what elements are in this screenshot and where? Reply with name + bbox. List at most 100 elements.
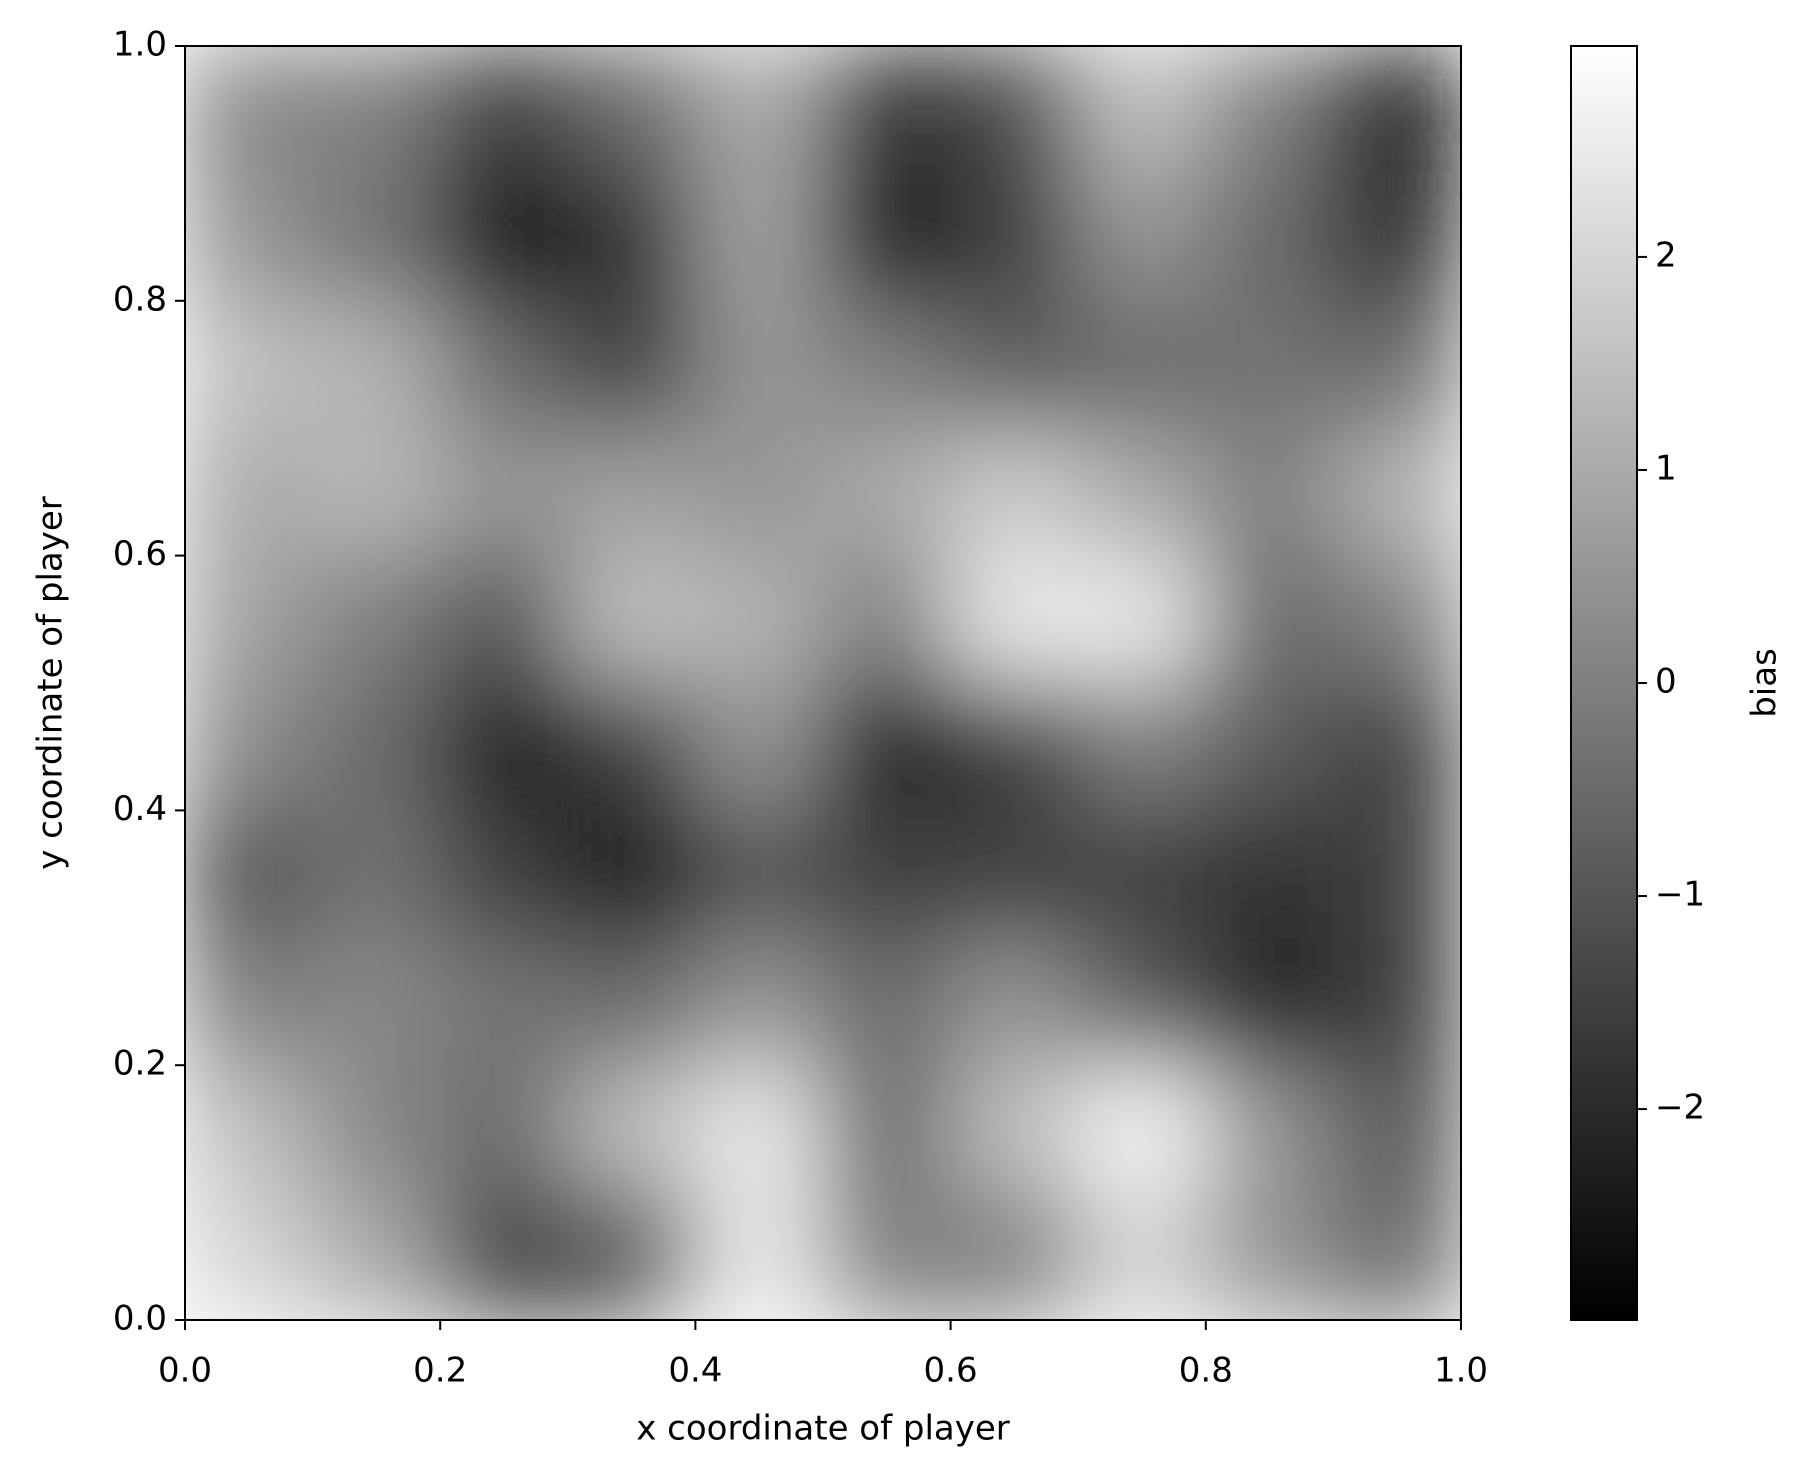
heatmap-cell — [1332, 555, 1461, 684]
heatmap-cell — [312, 1192, 441, 1320]
heatmap-cell — [1077, 427, 1207, 557]
heatmap-cell — [185, 1064, 314, 1194]
heatmap-cell — [567, 172, 696, 302]
heatmap-cell — [185, 937, 314, 1066]
y-tick-label: 0.4 — [113, 789, 167, 829]
heatmap-cell — [567, 300, 696, 429]
heatmap-cell — [822, 555, 952, 684]
heatmap-cell — [567, 682, 696, 811]
heatmap-cell — [185, 46, 314, 174]
heatmap-cell — [312, 427, 441, 557]
heatmap-cell — [950, 172, 1079, 302]
x-tick-label: 0.0 — [158, 1351, 212, 1391]
heatmap — [185, 46, 1461, 1320]
heatmap-cell — [694, 172, 824, 302]
x-tick-label: 0.6 — [924, 1351, 978, 1391]
heatmap-cell — [822, 937, 952, 1066]
heatmap-cell — [312, 682, 441, 811]
heatmap-cell — [950, 1192, 1079, 1320]
colorbar-label: bias — [1745, 648, 1785, 718]
heatmap-cell — [439, 300, 569, 429]
heatmap-cell — [1205, 300, 1334, 429]
heatmap-cell — [822, 427, 952, 557]
x-tick-label: 1.0 — [1434, 1351, 1488, 1391]
heatmap-cell — [1077, 937, 1207, 1066]
colorbar-tick-label: 1 — [1655, 448, 1677, 488]
heatmap-cell — [1332, 809, 1461, 939]
heatmap-cell — [950, 809, 1079, 939]
heatmap-cell — [1205, 1064, 1334, 1194]
heatmap-cell — [694, 682, 824, 811]
heatmap-cell — [694, 555, 824, 684]
heatmap-cell — [1332, 427, 1461, 557]
heatmap-cell — [1332, 172, 1461, 302]
y-axis-label: y coordinate of player — [31, 496, 71, 870]
heatmap-cell — [312, 46, 441, 174]
heatmap-cell — [1332, 1064, 1461, 1194]
heatmap-cell — [567, 46, 696, 174]
heatmap-cell — [950, 300, 1079, 429]
heatmap-cell — [439, 46, 569, 174]
heatmap-cell — [312, 300, 441, 429]
heatmap-cell — [1077, 172, 1207, 302]
heatmap-cell — [185, 427, 314, 557]
x-tick-label: 0.8 — [1179, 1351, 1233, 1391]
y-tick-label: 1.0 — [113, 25, 167, 65]
heatmap-cell — [312, 809, 441, 939]
heatmap-cell — [822, 1064, 952, 1194]
heatmap-cell — [1332, 682, 1461, 811]
heatmap-cell — [950, 1064, 1079, 1194]
heatmap-cell — [822, 682, 952, 811]
plot-frame — [184, 45, 1462, 1321]
colorbar-tick-label: 0 — [1655, 662, 1677, 702]
heatmap-cell — [950, 555, 1079, 684]
heatmap-cell — [567, 427, 696, 557]
colorbar-tick-label: 2 — [1655, 235, 1677, 275]
heatmap-cell — [185, 555, 314, 684]
heatmap-cell — [694, 427, 824, 557]
heatmap-cell — [822, 809, 952, 939]
y-tick-label: 0.2 — [113, 1044, 167, 1084]
heatmap-cell — [185, 1192, 314, 1320]
x-tick-label: 0.2 — [413, 1351, 467, 1391]
heatmap-cell — [1332, 46, 1461, 174]
colorbar — [1570, 45, 1638, 1321]
heatmap-cell — [1332, 300, 1461, 429]
x-tick-label: 0.4 — [668, 1351, 722, 1391]
heatmap-cell — [185, 809, 314, 939]
heatmap-cell — [822, 46, 952, 174]
heatmap-cell — [1332, 1192, 1461, 1320]
heatmap-cell — [567, 809, 696, 939]
colorbar-tick-label: −2 — [1655, 1088, 1705, 1128]
heatmap-cell — [694, 1192, 824, 1320]
heatmap-cell — [950, 937, 1079, 1066]
y-tick-label: 0.8 — [113, 279, 167, 319]
heatmap-cell — [567, 1192, 696, 1320]
heatmap-cell — [1205, 682, 1334, 811]
heatmap-cell — [439, 1192, 569, 1320]
heatmap-cell — [567, 555, 696, 684]
y-tick-label: 0.6 — [113, 534, 167, 574]
heatmap-cell — [1205, 809, 1334, 939]
heatmap-cell — [694, 937, 824, 1066]
heatmap-cell — [567, 937, 696, 1066]
heatmap-cell — [1077, 300, 1207, 429]
heatmap-cell — [1205, 427, 1334, 557]
heatmap-cell — [694, 1064, 824, 1194]
colorbar-tick-label: −1 — [1655, 875, 1705, 915]
heatmap-cell — [312, 1064, 441, 1194]
heatmap-cell — [439, 682, 569, 811]
heatmap-cell — [185, 172, 314, 302]
heatmap-cell — [312, 172, 441, 302]
heatmap-cell — [1077, 46, 1207, 174]
heatmap-cell — [950, 427, 1079, 557]
heatmap-cell — [312, 937, 441, 1066]
heatmap-cell — [1077, 1192, 1207, 1320]
heatmap-cell — [312, 555, 441, 684]
heatmap-cell — [950, 682, 1079, 811]
heatmap-cell — [439, 427, 569, 557]
heatmap-cell — [439, 172, 569, 302]
heatmap-cell — [185, 682, 314, 811]
